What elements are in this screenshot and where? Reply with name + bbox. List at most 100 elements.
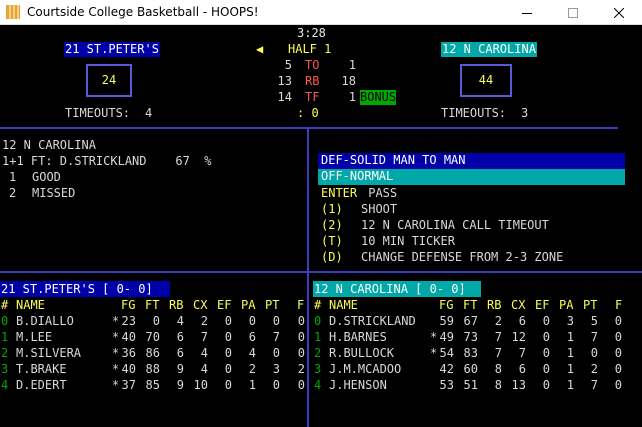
player-row[interactable]: 0 B.DIALLO * 23 0 4 2 0 0 0 0 bbox=[0, 313, 306, 329]
stat-f: 0 bbox=[297, 378, 305, 392]
home-score-box: 44 bbox=[460, 64, 512, 97]
home-team-fouls: 1 bbox=[348, 90, 356, 104]
starter-marker: * bbox=[112, 362, 120, 376]
stat-cx: 2 bbox=[200, 314, 208, 328]
stat-fg: 36 bbox=[121, 346, 136, 360]
minimize-button[interactable] bbox=[504, 0, 550, 25]
starter-marker: * bbox=[112, 378, 120, 392]
starter-marker: * bbox=[430, 330, 438, 344]
stat-ef: 0 bbox=[542, 314, 550, 328]
stat-rb: 6 bbox=[176, 346, 184, 360]
player-number: 3 bbox=[1, 362, 9, 376]
away-team-name: 21 ST.PETER'S bbox=[64, 42, 160, 57]
stat-ft: 60 bbox=[463, 362, 478, 376]
close-button[interactable] bbox=[596, 0, 642, 25]
stat-ef: 0 bbox=[224, 362, 232, 376]
player-number: 0 bbox=[1, 314, 9, 328]
stat-pt: 0 bbox=[590, 346, 598, 360]
starter-marker: * bbox=[112, 314, 120, 328]
stat-pt: 0 bbox=[272, 378, 280, 392]
possession-arrow-icon: ◀ bbox=[256, 42, 264, 56]
home-turnovers: 1 bbox=[348, 58, 356, 72]
player-name: D.STRICKLAND bbox=[329, 314, 416, 328]
column-header: PT bbox=[583, 298, 598, 312]
column-header: EF bbox=[217, 298, 232, 312]
stat-ft: 70 bbox=[145, 330, 160, 344]
away-timeouts-label: TIMEOUTS: bbox=[65, 106, 131, 120]
stat-fg: 40 bbox=[121, 362, 136, 376]
column-header: PA bbox=[559, 298, 574, 312]
stat-fg: 37 bbox=[121, 378, 136, 392]
maximize-button[interactable] bbox=[550, 0, 596, 25]
option-label: GOOD bbox=[32, 170, 61, 184]
stat-rb: 9 bbox=[176, 362, 184, 376]
stat-ef: 0 bbox=[224, 346, 232, 360]
stat-pt: 7 bbox=[590, 378, 598, 392]
minimize-icon bbox=[522, 12, 532, 14]
stat-fg: 53 bbox=[439, 378, 454, 392]
away-timeouts: 4 bbox=[145, 106, 153, 120]
player-name: T.BRAKE bbox=[16, 362, 67, 376]
player-row[interactable]: 2 R.BULLOCK * 54 83 7 7 0 1 0 0 bbox=[313, 345, 642, 361]
stat-f: 0 bbox=[297, 346, 305, 360]
player-number: 4 bbox=[1, 378, 9, 392]
player-row[interactable]: 0 D.STRICKLAND 59 67 2 6 0 3 5 0 bbox=[313, 313, 642, 329]
maximize-icon bbox=[568, 7, 578, 18]
player-row[interactable]: 3 J.M.MCADOO 42 60 8 6 0 1 2 0 bbox=[313, 361, 642, 377]
away-team-fouls: 14 bbox=[277, 90, 292, 104]
player-row[interactable]: 1 H.BARNES * 49 73 7 12 0 1 7 0 bbox=[313, 329, 642, 345]
stat-rb: 8 bbox=[494, 362, 502, 376]
stat-fg: 40 bbox=[121, 330, 136, 344]
stat-fg: 23 bbox=[121, 314, 136, 328]
player-name: M.SILVERA bbox=[16, 346, 82, 360]
player-name: J.M.MCADOO bbox=[329, 362, 402, 376]
stat-f: 0 bbox=[614, 378, 622, 392]
stat-ef: 0 bbox=[224, 378, 232, 392]
home-timeouts: 3 bbox=[521, 106, 529, 120]
column-header: PT bbox=[265, 298, 280, 312]
menu-label: SHOOT bbox=[361, 202, 398, 216]
stat-pa: 6 bbox=[248, 330, 256, 344]
stat-cx: 13 bbox=[511, 378, 526, 392]
stat-cx: 6 bbox=[518, 362, 526, 376]
stat-cx: 4 bbox=[200, 362, 208, 376]
player-number: 2 bbox=[1, 346, 9, 360]
away-score-box: 24 bbox=[86, 64, 132, 97]
away-rebounds: 13 bbox=[277, 74, 292, 88]
basketball-app-icon bbox=[6, 5, 20, 19]
offense-menu-item[interactable]: OFF-NORMAL bbox=[318, 169, 625, 185]
home-rebounds: 18 bbox=[341, 74, 356, 88]
stat-fg: 59 bbox=[439, 314, 454, 328]
stat-f: 0 bbox=[297, 330, 305, 344]
stat-f: 0 bbox=[297, 314, 305, 328]
stat-ef: 0 bbox=[542, 378, 550, 392]
player-row[interactable]: 4 J.HENSON 53 51 8 13 0 1 7 0 bbox=[313, 377, 642, 393]
defense-menu-item[interactable]: DEF-SOLID MAN TO MAN bbox=[318, 153, 625, 169]
stat-ef: 0 bbox=[224, 330, 232, 344]
divider-top bbox=[0, 127, 618, 129]
column-header: F bbox=[615, 298, 623, 312]
stat-f: 0 bbox=[614, 362, 622, 376]
divider-middle bbox=[0, 271, 642, 273]
player-row[interactable]: 2 M.SILVERA * 36 86 6 4 0 4 0 0 bbox=[0, 345, 306, 361]
column-header: CX bbox=[511, 298, 526, 312]
stat-pt: 7 bbox=[590, 330, 598, 344]
stat-rb: 8 bbox=[494, 378, 502, 392]
column-header: PA bbox=[241, 298, 256, 312]
player-row[interactable]: 4 D.EDERT * 37 85 9 10 0 1 0 0 bbox=[0, 377, 306, 393]
stat-ft: 51 bbox=[463, 378, 478, 392]
stat-cx: 7 bbox=[200, 330, 208, 344]
player-row[interactable]: 1 M.LEE * 40 70 6 7 0 6 7 0 bbox=[0, 329, 306, 345]
stat-pt: 0 bbox=[272, 314, 280, 328]
stat-ef: 0 bbox=[542, 362, 550, 376]
stat-ef: 0 bbox=[542, 346, 550, 360]
game-clock: 3:28 bbox=[297, 26, 326, 40]
pass-label: PASS bbox=[361, 186, 398, 200]
player-row[interactable]: 3 T.BRAKE * 40 88 9 4 0 2 3 2 bbox=[0, 361, 306, 377]
stat-cx: 12 bbox=[511, 330, 526, 344]
column-header: CX bbox=[193, 298, 208, 312]
offense-team: 12 N CAROLINA bbox=[2, 138, 96, 152]
stat-f: 2 bbox=[297, 362, 305, 376]
column-header: # bbox=[1, 298, 9, 312]
stat-ft: 88 bbox=[145, 362, 160, 376]
